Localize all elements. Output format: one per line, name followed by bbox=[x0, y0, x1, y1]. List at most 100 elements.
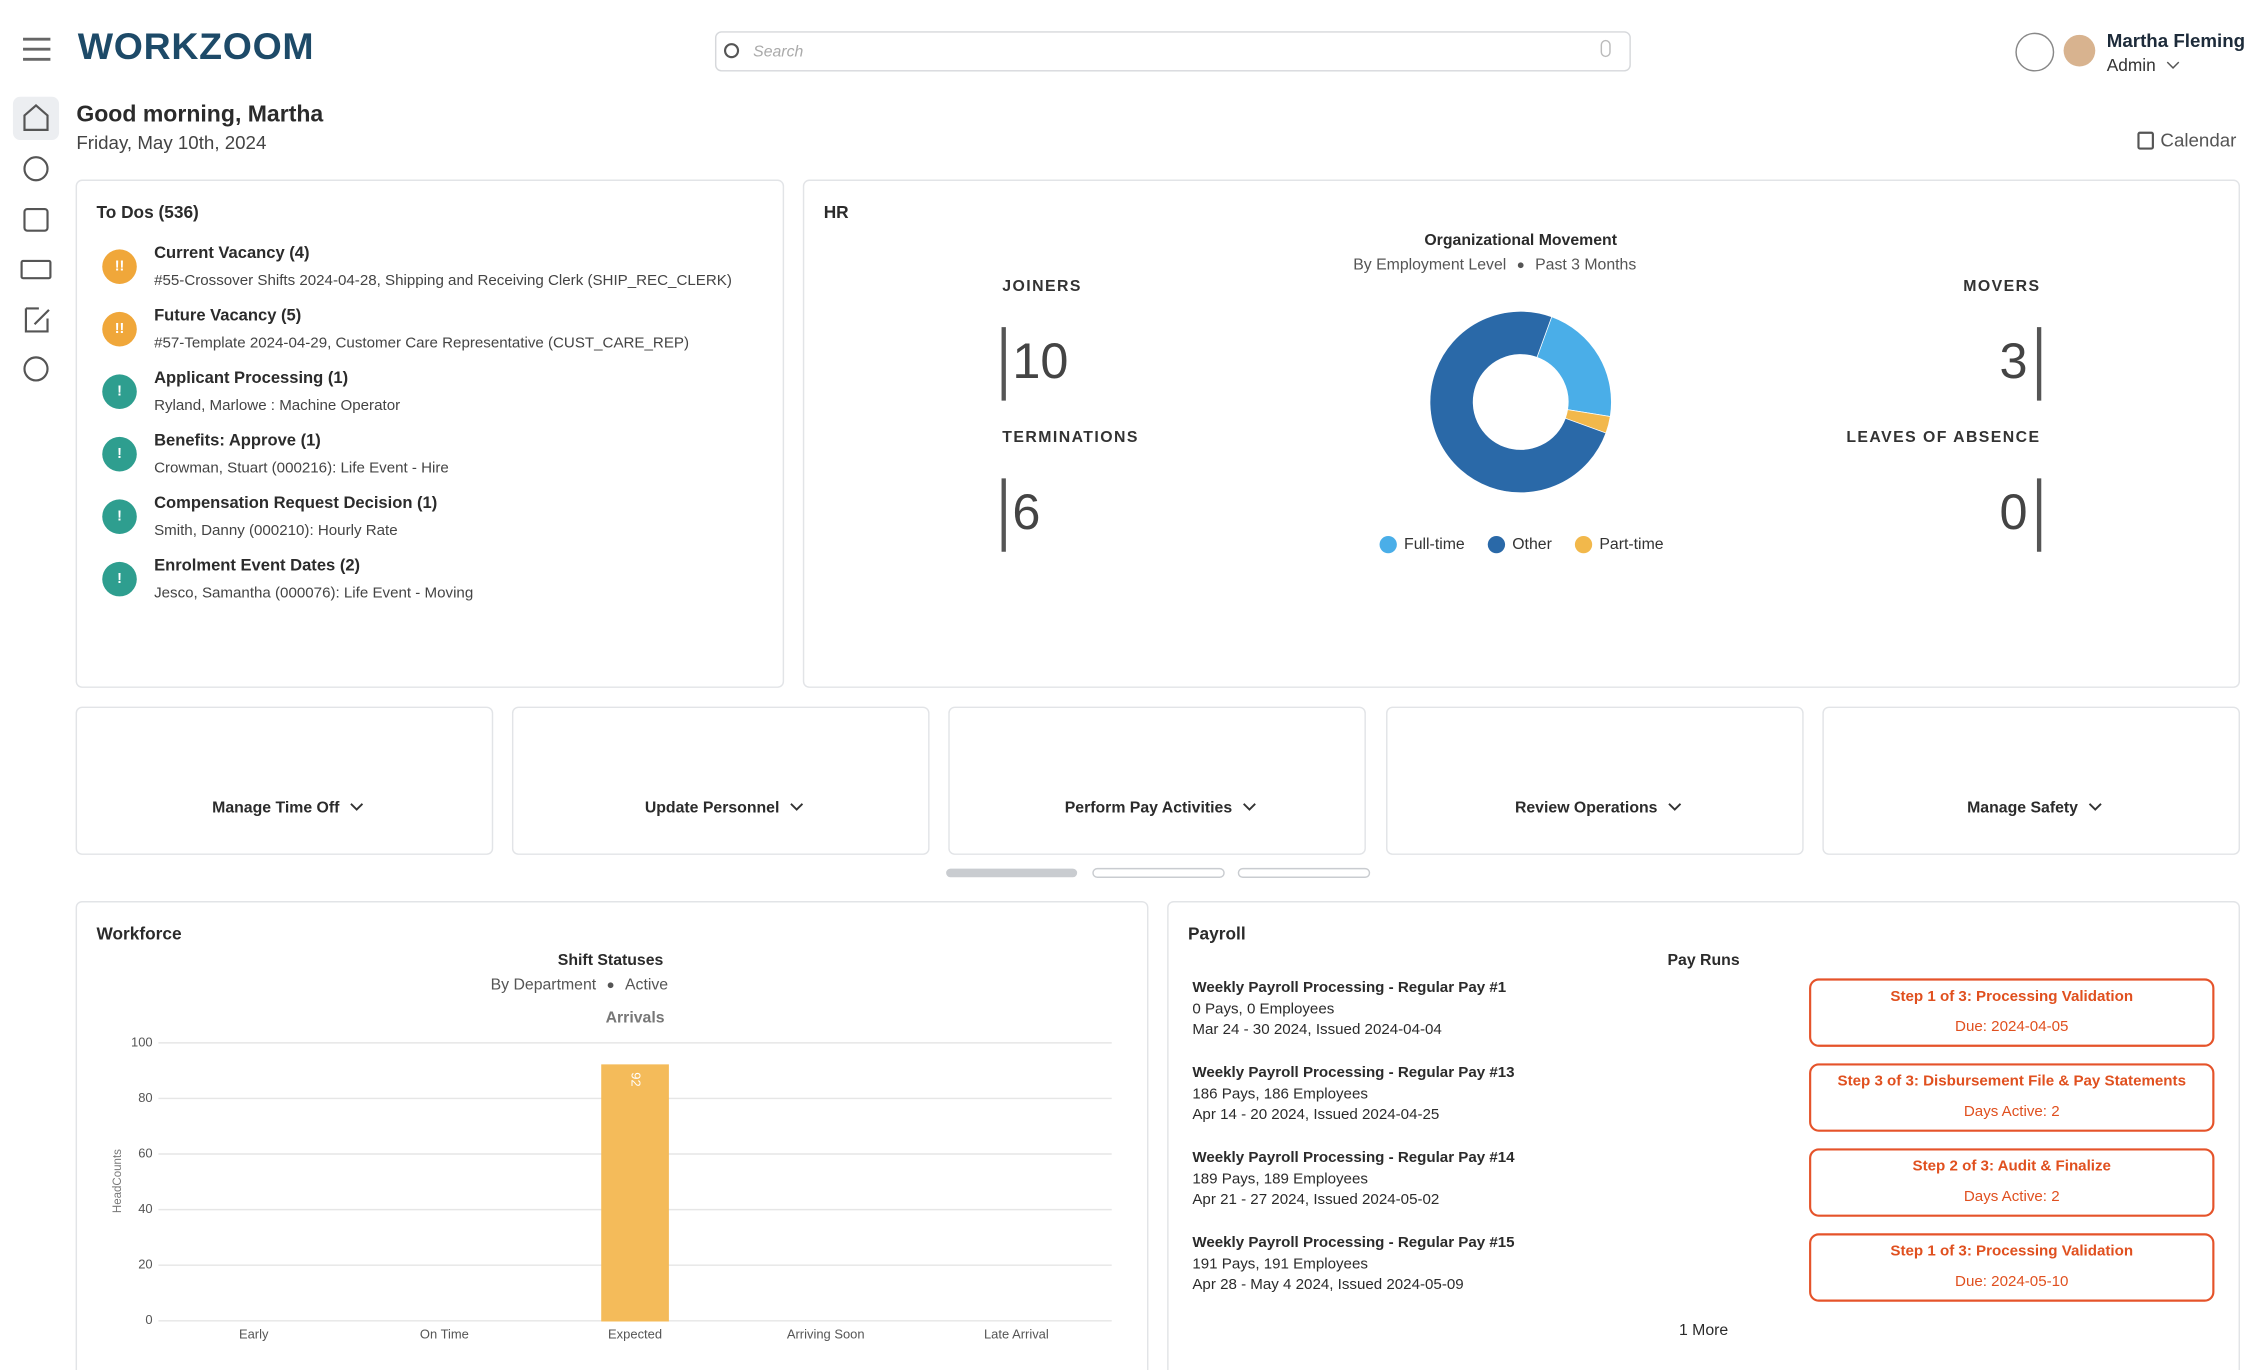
calendar-link[interactable]: Calendar bbox=[2160, 129, 2236, 150]
stat-label: JOINERS bbox=[1002, 278, 1082, 295]
search-placeholder: Search bbox=[753, 43, 803, 60]
user-name[interactable]: Martha Fleming bbox=[2107, 30, 2245, 51]
action-card[interactable] bbox=[1822, 706, 2240, 855]
nav-edit[interactable] bbox=[24, 307, 50, 333]
run-title: Weekly Payroll Processing - Regular Pay … bbox=[1192, 1149, 1515, 1166]
action-card[interactable] bbox=[1386, 706, 1804, 855]
more-link[interactable]: 1 More bbox=[1679, 1322, 1728, 1339]
payroll-title: Payroll bbox=[1188, 923, 1246, 943]
user-role[interactable]: Admin bbox=[2107, 55, 2156, 75]
step-text[interactable]: Step 1 of 3: Processing Validation bbox=[1890, 1243, 2133, 1260]
run-title: Weekly Payroll Processing - Regular Pay … bbox=[1192, 979, 1506, 996]
step-text[interactable]: Step 2 of 3: Audit & Finalize bbox=[1913, 1158, 2111, 1175]
badge bbox=[102, 499, 137, 534]
action-card[interactable] bbox=[948, 706, 1366, 855]
nav-settings[interactable] bbox=[23, 356, 49, 382]
todo-title[interactable]: Future Vacancy (5) bbox=[154, 306, 301, 325]
nav-people[interactable] bbox=[23, 156, 49, 182]
stat-label: LEAVES OF ABSENCE bbox=[1846, 429, 2040, 446]
step-text[interactable]: Step 1 of 3: Processing Validation bbox=[1890, 988, 2133, 1005]
run-pays: 0 Pays, 0 Employees bbox=[1192, 1001, 1334, 1018]
step-box[interactable] bbox=[1809, 1148, 2215, 1217]
legend-swatch bbox=[1487, 535, 1506, 554]
stat-value: 10 bbox=[1012, 332, 1068, 389]
nav-home[interactable] bbox=[23, 103, 49, 131]
workforce-title: Workforce bbox=[96, 923, 181, 943]
action-label[interactable]: Manage Time Off bbox=[212, 799, 340, 816]
badge bbox=[102, 311, 137, 347]
legend-label: Full-time bbox=[1404, 536, 1465, 553]
step-status[interactable]: Due: 2024-04-05 bbox=[1955, 1018, 2068, 1035]
action-label[interactable]: Review Operations bbox=[1515, 799, 1658, 816]
todo-detail: Smith, Danny (000210): Hourly Rate bbox=[154, 522, 398, 539]
action-chevron[interactable] bbox=[790, 803, 804, 811]
menu-button[interactable] bbox=[23, 37, 51, 61]
todo-title[interactable]: Benefits: Approve (1) bbox=[154, 431, 321, 450]
stat-label: TERMINATIONS bbox=[1002, 429, 1139, 446]
run-period: Apr 28 - May 4 2024, Issued 2024-05-09 bbox=[1192, 1276, 1463, 1293]
step-text[interactable]: Step 3 of 3: Disbursement File & Pay Sta… bbox=[1838, 1073, 2186, 1090]
run-period: Mar 24 - 30 2024, Issued 2024-04-04 bbox=[1192, 1021, 1441, 1038]
run-pays: 186 Pays, 186 Employees bbox=[1192, 1086, 1368, 1103]
todo-title[interactable]: Compensation Request Decision (1) bbox=[154, 493, 437, 512]
action-card[interactable] bbox=[75, 706, 494, 855]
run-pays: 189 Pays, 189 Employees bbox=[1192, 1171, 1368, 1188]
logo[interactable]: WORKZOOM bbox=[78, 25, 315, 67]
todo-title[interactable]: Current Vacancy (4) bbox=[154, 243, 309, 262]
badge bbox=[102, 436, 137, 472]
action-chevron[interactable] bbox=[350, 803, 364, 811]
action-chevron[interactable] bbox=[2088, 803, 2102, 811]
action-label[interactable]: Update Personnel bbox=[645, 799, 780, 816]
todo-detail: Crowman, Stuart (000216): Life Event - H… bbox=[154, 460, 449, 477]
y-tick-label: 0 bbox=[145, 1312, 152, 1327]
bullet bbox=[607, 982, 614, 989]
bar bbox=[601, 1064, 669, 1322]
badge bbox=[102, 561, 137, 597]
mic-icon[interactable] bbox=[1600, 39, 1611, 58]
run-title: Weekly Payroll Processing - Regular Pay … bbox=[1192, 1234, 1514, 1251]
todo-detail: Jesco, Samantha (000076): Life Event - M… bbox=[154, 585, 473, 602]
x-tick-label: On Time bbox=[420, 1327, 469, 1342]
action-chevron[interactable] bbox=[1668, 803, 1682, 811]
stat-value: 6 bbox=[1012, 483, 1040, 540]
step-box[interactable] bbox=[1809, 978, 2215, 1047]
todos-title: To Dos (536) bbox=[96, 202, 198, 222]
todo-detail: Ryland, Marlowe : Machine Operator bbox=[154, 397, 400, 414]
location-button[interactable] bbox=[2015, 32, 2055, 72]
nav-home-bg[interactable] bbox=[12, 96, 60, 140]
badge-text: ! bbox=[117, 383, 122, 399]
action-label[interactable]: Perform Pay Activities bbox=[1065, 799, 1233, 816]
value-label: 92 bbox=[629, 1072, 644, 1086]
workforce-chart-subtitle: By Department bbox=[491, 976, 597, 993]
run-period: Apr 21 - 27 2024, Issued 2024-05-02 bbox=[1192, 1191, 1439, 1208]
role-chevron[interactable] bbox=[2166, 61, 2180, 69]
legend-label: Part-time bbox=[1599, 536, 1663, 553]
todo-title[interactable]: Applicant Processing (1) bbox=[154, 368, 348, 387]
action-label[interactable]: Manage Safety bbox=[1967, 799, 2078, 816]
step-box[interactable] bbox=[1809, 1233, 2215, 1302]
badge-text: ! bbox=[117, 446, 122, 462]
step-status[interactable]: Due: 2024-05-10 bbox=[1955, 1273, 2068, 1290]
step-status[interactable]: Days Active: 2 bbox=[1964, 1103, 2060, 1120]
avatar[interactable] bbox=[2063, 34, 2096, 67]
pager-dot[interactable] bbox=[1237, 867, 1371, 878]
action-chevron[interactable] bbox=[1243, 803, 1256, 811]
calendar-icon[interactable] bbox=[2137, 131, 2154, 150]
stat-label: MOVERS bbox=[1963, 278, 2040, 295]
todo-title[interactable]: Enrolment Event Dates (2) bbox=[154, 556, 360, 575]
search-icon bbox=[723, 43, 740, 59]
nav-calendar[interactable] bbox=[23, 207, 49, 232]
stat-value: 3 bbox=[2000, 332, 2028, 389]
pager-dot[interactable] bbox=[1092, 867, 1225, 878]
hr-title: HR bbox=[824, 202, 849, 222]
step-box[interactable] bbox=[1809, 1063, 2215, 1132]
bullet bbox=[1517, 262, 1524, 269]
run-pays: 191 Pays, 191 Employees bbox=[1192, 1256, 1368, 1273]
search-box[interactable] bbox=[714, 31, 1631, 72]
pager-dot-active[interactable] bbox=[946, 868, 1078, 878]
y-tick-label: 100 bbox=[131, 1034, 153, 1049]
run-period: Apr 14 - 20 2024, Issued 2024-04-25 bbox=[1192, 1106, 1439, 1123]
nav-pay[interactable] bbox=[20, 259, 52, 280]
action-card[interactable] bbox=[511, 706, 930, 855]
step-status[interactable]: Days Active: 2 bbox=[1964, 1188, 2060, 1205]
